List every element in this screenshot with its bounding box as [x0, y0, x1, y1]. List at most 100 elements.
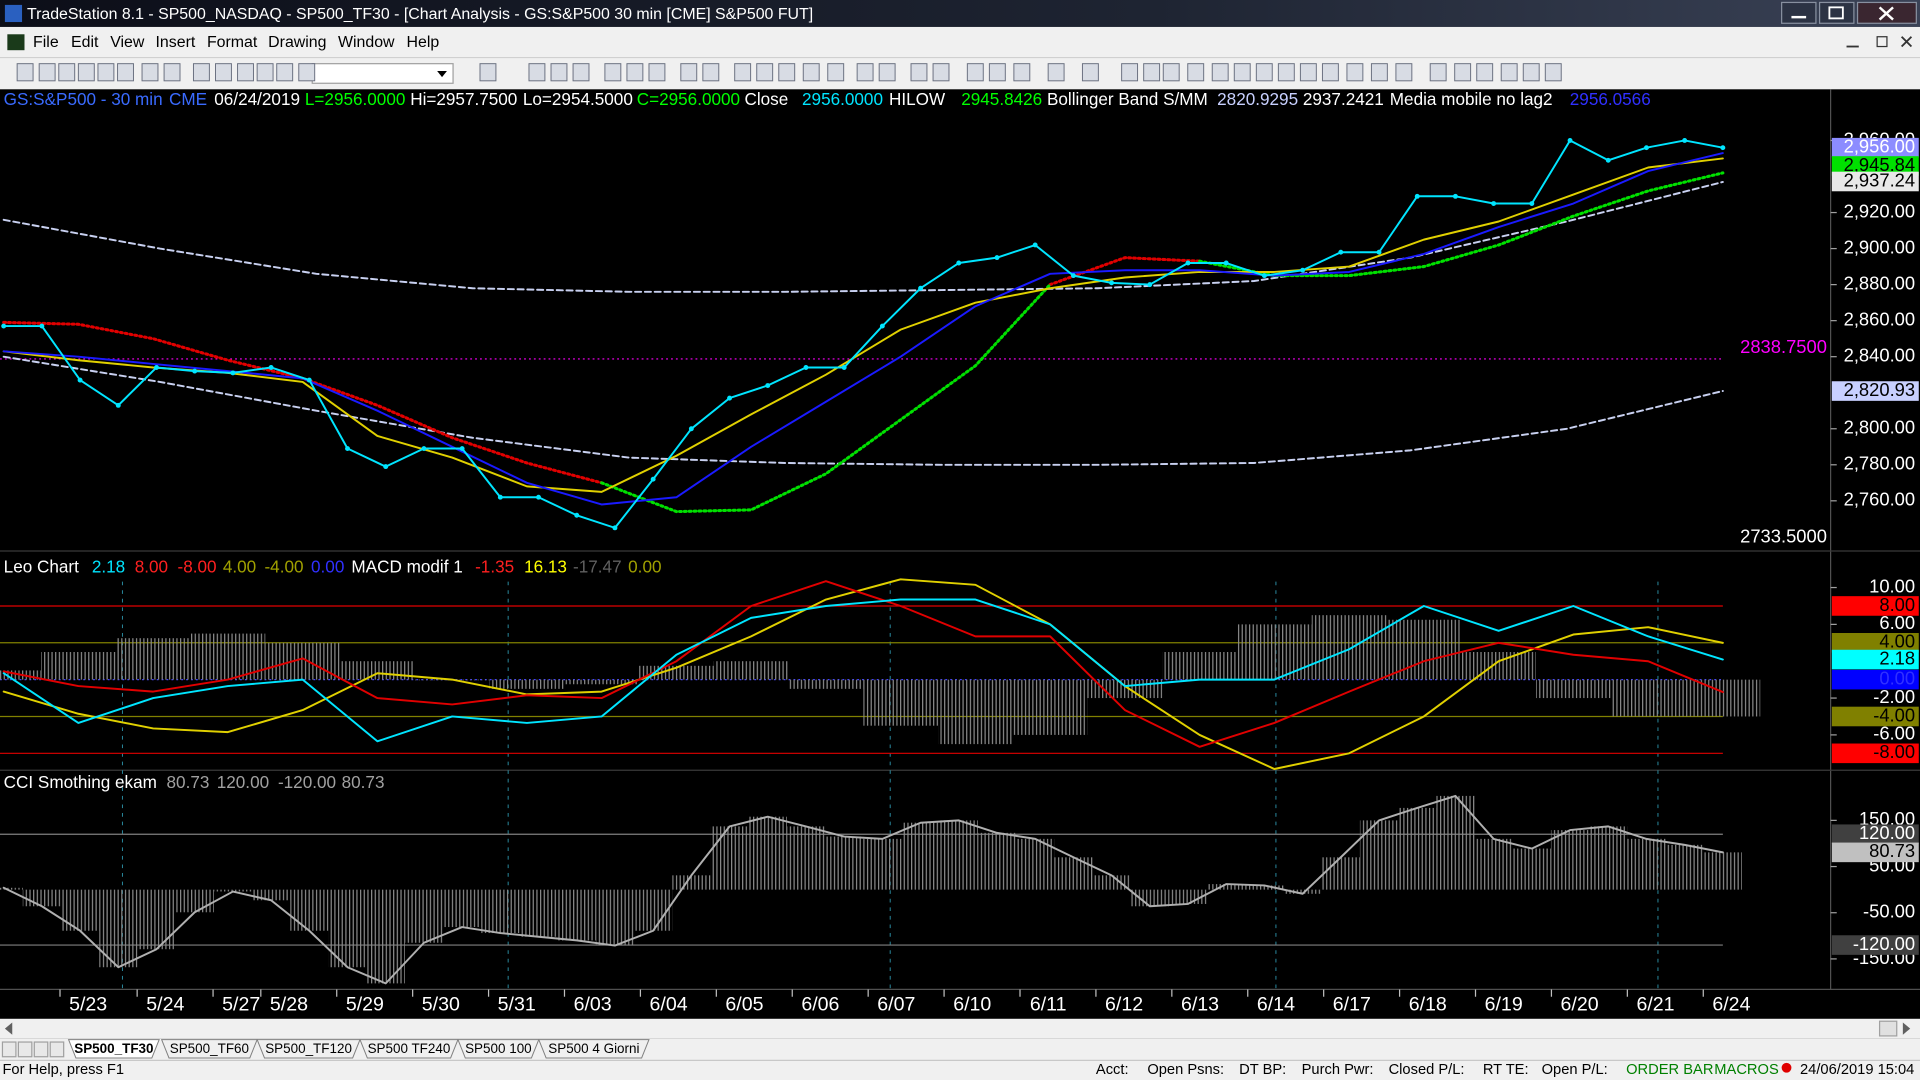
toolbar-button[interactable]: [966, 63, 984, 82]
histogram-bar: [1703, 852, 1742, 890]
date-label: 6/14: [1257, 993, 1295, 1015]
tab-label[interactable]: SP500 4 Giorni: [548, 1041, 639, 1056]
toolbar-button[interactable]: [215, 63, 232, 82]
toolbar-button[interactable]: [1277, 63, 1295, 82]
menu-item[interactable]: View: [110, 34, 145, 51]
menu-item[interactable]: Edit: [71, 34, 99, 51]
toolbar-button[interactable]: [1047, 63, 1065, 82]
toolbar-button[interactable]: [756, 63, 774, 82]
toolbar-button[interactable]: [734, 63, 752, 82]
histogram-bar: [634, 889, 673, 931]
toolbar-button[interactable]: [1476, 63, 1494, 82]
tab-next[interactable]: [33, 1041, 49, 1058]
tab-label[interactable]: SP500 TF240: [368, 1041, 451, 1056]
toolbar-button[interactable]: [1395, 63, 1413, 82]
axis-marker-label: 2,820.93: [1844, 379, 1915, 400]
toolbar-button[interactable]: [1187, 63, 1205, 82]
scroll-left[interactable]: [4, 1022, 13, 1035]
tab[interactable]: [256, 1039, 361, 1059]
toolbar-button[interactable]: [680, 63, 698, 82]
tab[interactable]: [538, 1039, 650, 1059]
toolbar-button[interactable]: [528, 63, 546, 82]
tab-last[interactable]: [49, 1041, 65, 1058]
tab[interactable]: [160, 1039, 258, 1059]
toolbar-button[interactable]: [1454, 63, 1472, 82]
tab-label[interactable]: SP500_TF30: [74, 1041, 153, 1056]
tab-label[interactable]: SP500_TF120: [265, 1041, 352, 1056]
toolbar-button[interactable]: [648, 63, 666, 82]
date-label: 5/23: [69, 993, 107, 1015]
toolbar-button[interactable]: [626, 63, 644, 82]
toolbar-button[interactable]: [298, 63, 316, 82]
tab-first[interactable]: [1, 1041, 17, 1058]
toolbar-button[interactable]: [1321, 63, 1339, 82]
menu-item[interactable]: Drawing: [268, 34, 326, 51]
toolbar-button[interactable]: [16, 63, 34, 82]
toolbar-button[interactable]: [1544, 63, 1562, 82]
toolbar-button[interactable]: [1299, 63, 1317, 82]
toolbar-button[interactable]: [1429, 63, 1447, 82]
toolbar-button[interactable]: [932, 63, 950, 82]
toolbar-button[interactable]: [550, 63, 568, 82]
toolbar-button[interactable]: [192, 63, 210, 82]
mdi-restore[interactable]: [1876, 36, 1888, 48]
toolbar-button[interactable]: [1121, 63, 1139, 82]
toolbar-button[interactable]: [878, 63, 896, 82]
toolbar-button[interactable]: [58, 63, 76, 82]
toolbar-button[interactable]: [1081, 63, 1099, 82]
toolbar-button[interactable]: [1211, 63, 1229, 82]
toolbar-button[interactable]: [237, 63, 254, 82]
toolbar-button[interactable]: [856, 63, 874, 82]
toolbar-button[interactable]: [163, 63, 181, 82]
toolbar-button[interactable]: [256, 63, 274, 82]
toolbar-button[interactable]: [1346, 63, 1364, 82]
menu-item[interactable]: Format: [207, 34, 258, 51]
toolbar-button[interactable]: [1162, 63, 1180, 82]
toolbar-button[interactable]: [802, 63, 820, 82]
tab[interactable]: [457, 1039, 540, 1059]
toolbar-button[interactable]: [117, 63, 134, 82]
toolbar-button[interactable]: [1143, 63, 1161, 82]
menu-item[interactable]: File: [33, 34, 59, 51]
tab[interactable]: [67, 1039, 160, 1059]
price-point: [1147, 282, 1153, 288]
toolbar-button[interactable]: [479, 63, 497, 82]
tab-prev[interactable]: [17, 1041, 33, 1058]
tab-label[interactable]: SP500 100: [465, 1041, 532, 1056]
toolbar-button[interactable]: [1255, 63, 1273, 82]
price-point: [1491, 201, 1497, 206]
price-point: [39, 323, 45, 329]
minimize-button[interactable]: [1781, 1, 1817, 24]
scrollbar[interactable]: [0, 1018, 1920, 1039]
toolbar-button[interactable]: [778, 63, 796, 82]
tab-label[interactable]: SP500_TF60: [170, 1041, 249, 1056]
menu-item[interactable]: Insert: [156, 34, 196, 51]
histogram-bar: [1359, 820, 1399, 890]
scroll-right[interactable]: [1902, 1022, 1911, 1035]
date-label: 5/27: [222, 993, 260, 1015]
toolbar-button[interactable]: [1233, 63, 1251, 82]
toolbar-button[interactable]: [572, 63, 590, 82]
toolbar-button[interactable]: [38, 63, 56, 82]
menu-item[interactable]: Help: [407, 34, 440, 51]
toolbar-button[interactable]: [988, 63, 1006, 82]
toolbar-button[interactable]: [910, 63, 928, 82]
toolbar-button[interactable]: [77, 63, 95, 82]
toolbar-button[interactable]: [827, 63, 845, 82]
toolbar-button[interactable]: [97, 63, 115, 82]
toolbar-button[interactable]: [604, 63, 622, 82]
menu-item[interactable]: Window: [338, 34, 395, 51]
scroll-thumb[interactable]: [1878, 1020, 1898, 1037]
toolbar-button[interactable]: [276, 63, 294, 82]
tab[interactable]: [359, 1039, 459, 1059]
toolbar-button[interactable]: [1522, 63, 1540, 82]
mdi-close[interactable]: [1900, 36, 1913, 48]
toolbar-button[interactable]: [141, 63, 159, 82]
toolbar-button[interactable]: [702, 63, 720, 82]
symbol-combobox[interactable]: [311, 63, 454, 84]
toolbar-button[interactable]: [1500, 63, 1518, 82]
toolbar-button[interactable]: [1013, 63, 1031, 82]
toolbar-button[interactable]: [1370, 63, 1388, 82]
restore-button[interactable]: [1818, 1, 1855, 24]
indicator-label: 2.18: [92, 557, 125, 577]
